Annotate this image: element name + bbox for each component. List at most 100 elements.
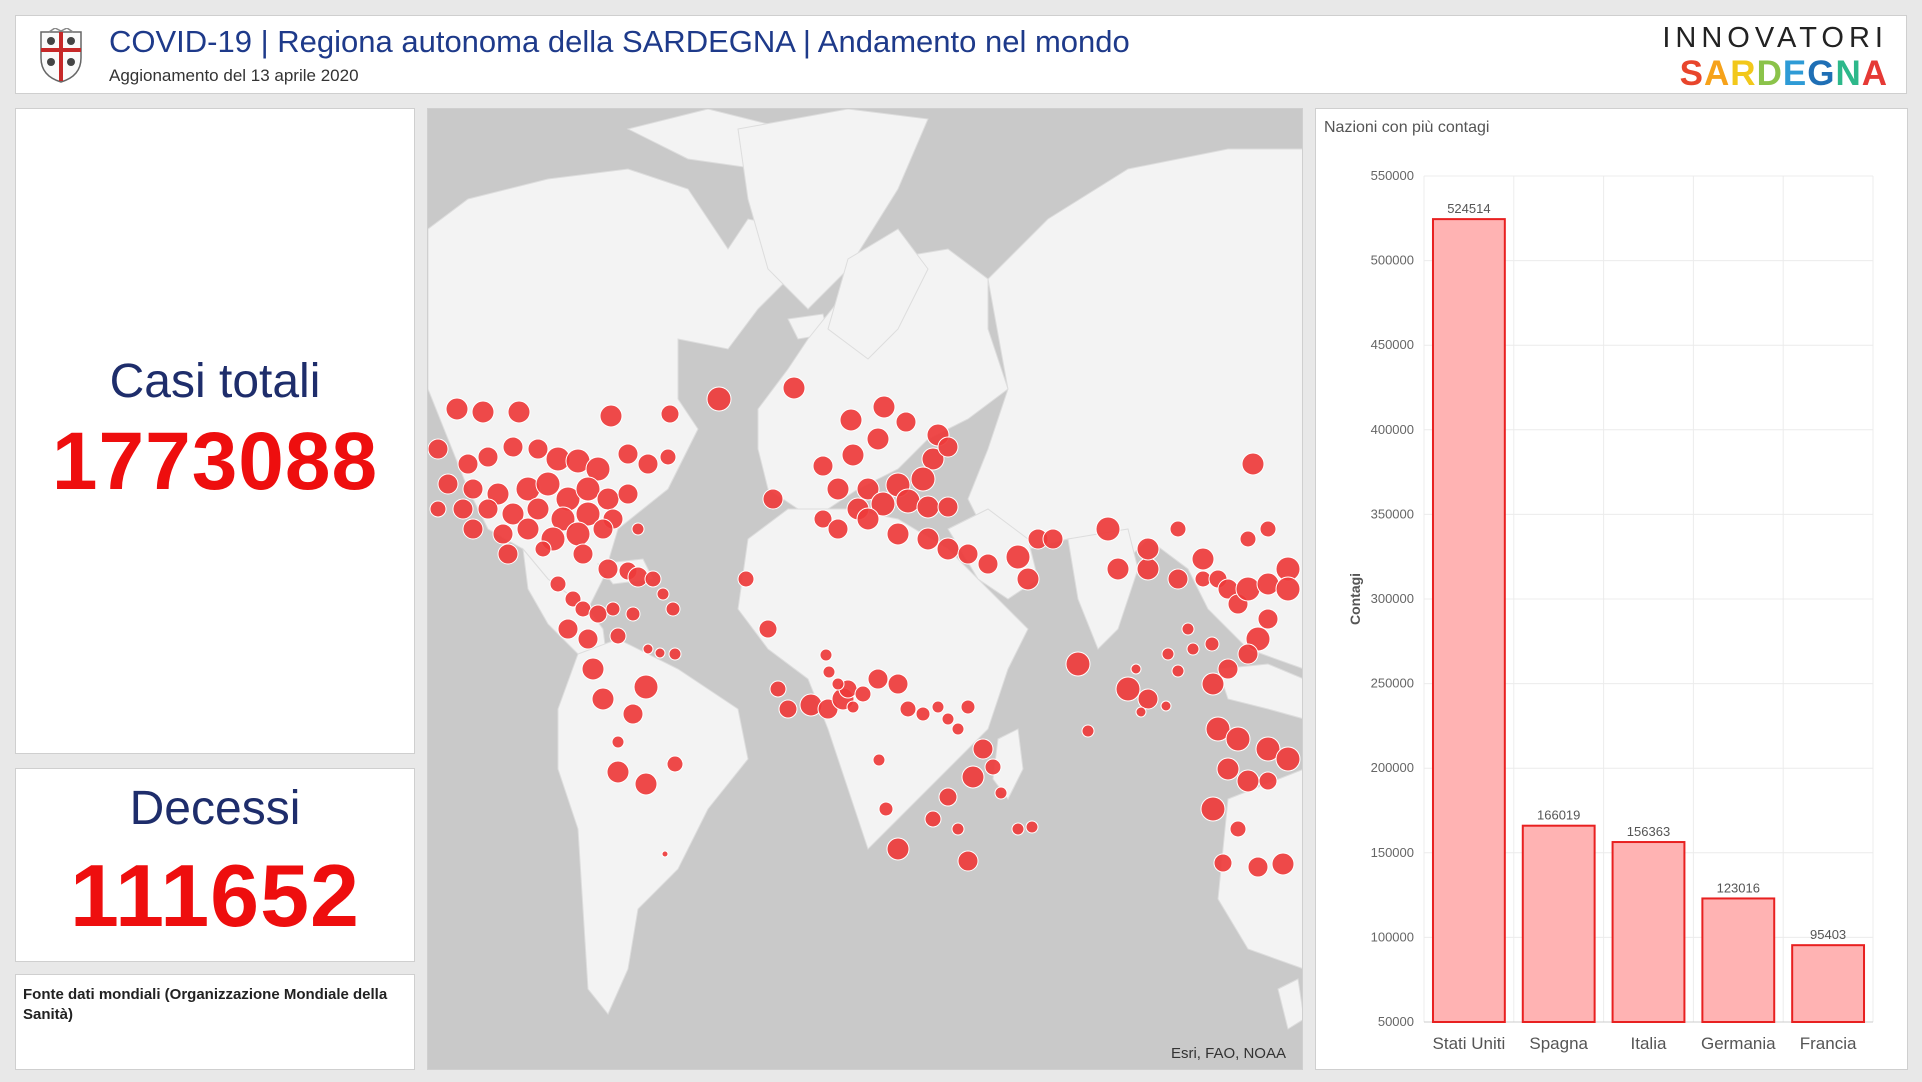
- case-marker[interactable]: [1257, 608, 1279, 630]
- case-marker[interactable]: [1275, 746, 1301, 772]
- case-marker[interactable]: [915, 706, 931, 722]
- case-marker[interactable]: [812, 455, 834, 477]
- case-marker[interactable]: [606, 760, 630, 784]
- case-marker[interactable]: [611, 735, 625, 749]
- case-marker[interactable]: [1005, 544, 1031, 570]
- case-marker[interactable]: [1236, 769, 1260, 793]
- case-marker[interactable]: [581, 657, 605, 681]
- case-marker[interactable]: [526, 497, 550, 521]
- case-marker[interactable]: [457, 453, 479, 475]
- case-marker[interactable]: [656, 587, 670, 601]
- case-marker[interactable]: [846, 700, 860, 714]
- case-marker[interactable]: [827, 518, 849, 540]
- case-marker[interactable]: [668, 647, 682, 661]
- case-marker[interactable]: [1271, 852, 1295, 876]
- case-marker[interactable]: [961, 765, 985, 789]
- case-marker[interactable]: [1275, 576, 1301, 602]
- case-marker[interactable]: [1213, 853, 1233, 873]
- case-marker[interactable]: [429, 500, 447, 518]
- case-marker[interactable]: [1225, 726, 1251, 752]
- case-marker[interactable]: [937, 436, 959, 458]
- case-marker[interactable]: [886, 837, 910, 861]
- case-marker[interactable]: [437, 473, 459, 495]
- case-marker[interactable]: [1186, 642, 1200, 656]
- case-marker[interactable]: [617, 483, 639, 505]
- case-marker[interactable]: [588, 604, 608, 624]
- case-marker[interactable]: [870, 491, 896, 517]
- case-marker[interactable]: [899, 700, 917, 718]
- case-marker[interactable]: [994, 786, 1008, 800]
- case-marker[interactable]: [1237, 643, 1259, 665]
- case-marker[interactable]: [813, 509, 833, 529]
- case-marker[interactable]: [977, 553, 999, 575]
- case-marker[interactable]: [1255, 736, 1281, 762]
- case-marker[interactable]: [936, 537, 960, 561]
- case-marker[interactable]: [1171, 664, 1185, 678]
- case-marker[interactable]: [445, 397, 469, 421]
- case-marker[interactable]: [577, 628, 599, 650]
- case-marker[interactable]: [596, 487, 620, 511]
- case-marker[interactable]: [931, 700, 945, 714]
- case-marker[interactable]: [867, 668, 889, 690]
- case-marker[interactable]: [841, 443, 865, 467]
- case-marker[interactable]: [477, 446, 499, 468]
- case-marker[interactable]: [839, 408, 863, 432]
- case-marker[interactable]: [1137, 688, 1159, 710]
- case-marker[interactable]: [597, 558, 619, 580]
- case-marker[interactable]: [778, 699, 798, 719]
- world-map-canvas[interactable]: [428, 109, 1303, 1070]
- case-marker[interactable]: [1160, 700, 1172, 712]
- case-marker[interactable]: [1239, 530, 1257, 548]
- world-map[interactable]: Esri, FAO, NOAA: [427, 108, 1303, 1070]
- case-marker[interactable]: [1011, 822, 1025, 836]
- case-marker[interactable]: [1205, 716, 1231, 742]
- case-marker[interactable]: [1217, 658, 1239, 680]
- case-marker[interactable]: [957, 850, 979, 872]
- case-marker[interactable]: [592, 518, 614, 540]
- case-marker[interactable]: [1136, 537, 1160, 561]
- case-marker[interactable]: [822, 665, 836, 679]
- case-marker[interactable]: [1065, 651, 1091, 677]
- case-marker[interactable]: [654, 647, 666, 659]
- case-marker[interactable]: [1181, 622, 1195, 636]
- case-marker[interactable]: [886, 522, 910, 546]
- case-marker[interactable]: [492, 523, 514, 545]
- case-marker[interactable]: [575, 476, 601, 502]
- case-marker[interactable]: [642, 643, 654, 655]
- case-marker[interactable]: [972, 738, 994, 760]
- case-marker[interactable]: [1025, 820, 1039, 834]
- case-marker[interactable]: [631, 522, 645, 536]
- case-marker[interactable]: [591, 687, 615, 711]
- case-marker[interactable]: [486, 482, 510, 506]
- case-marker[interactable]: [637, 453, 659, 475]
- case-marker[interactable]: [866, 427, 890, 451]
- case-marker[interactable]: [477, 498, 499, 520]
- case-marker[interactable]: [1201, 672, 1225, 696]
- case-marker[interactable]: [1042, 528, 1064, 550]
- case-marker[interactable]: [938, 787, 958, 807]
- case-marker[interactable]: [585, 456, 611, 482]
- case-marker[interactable]: [1161, 647, 1175, 661]
- case-marker[interactable]: [984, 758, 1002, 776]
- case-marker[interactable]: [831, 677, 845, 691]
- case-marker[interactable]: [625, 606, 641, 622]
- case-marker[interactable]: [910, 466, 936, 492]
- case-marker[interactable]: [557, 618, 579, 640]
- case-marker[interactable]: [609, 627, 627, 645]
- case-marker[interactable]: [471, 400, 495, 424]
- case-marker[interactable]: [1235, 576, 1261, 602]
- case-marker[interactable]: [666, 755, 684, 773]
- case-marker[interactable]: [1167, 568, 1189, 590]
- case-marker[interactable]: [826, 477, 850, 501]
- case-marker[interactable]: [737, 570, 755, 588]
- case-marker[interactable]: [957, 543, 979, 565]
- case-marker[interactable]: [535, 471, 561, 497]
- case-marker[interactable]: [854, 685, 872, 703]
- case-marker[interactable]: [878, 801, 894, 817]
- case-marker[interactable]: [1256, 572, 1280, 596]
- case-marker[interactable]: [634, 772, 658, 796]
- case-marker[interactable]: [1136, 557, 1160, 581]
- case-marker[interactable]: [502, 436, 524, 458]
- case-marker[interactable]: [856, 477, 880, 501]
- case-marker[interactable]: [550, 506, 576, 532]
